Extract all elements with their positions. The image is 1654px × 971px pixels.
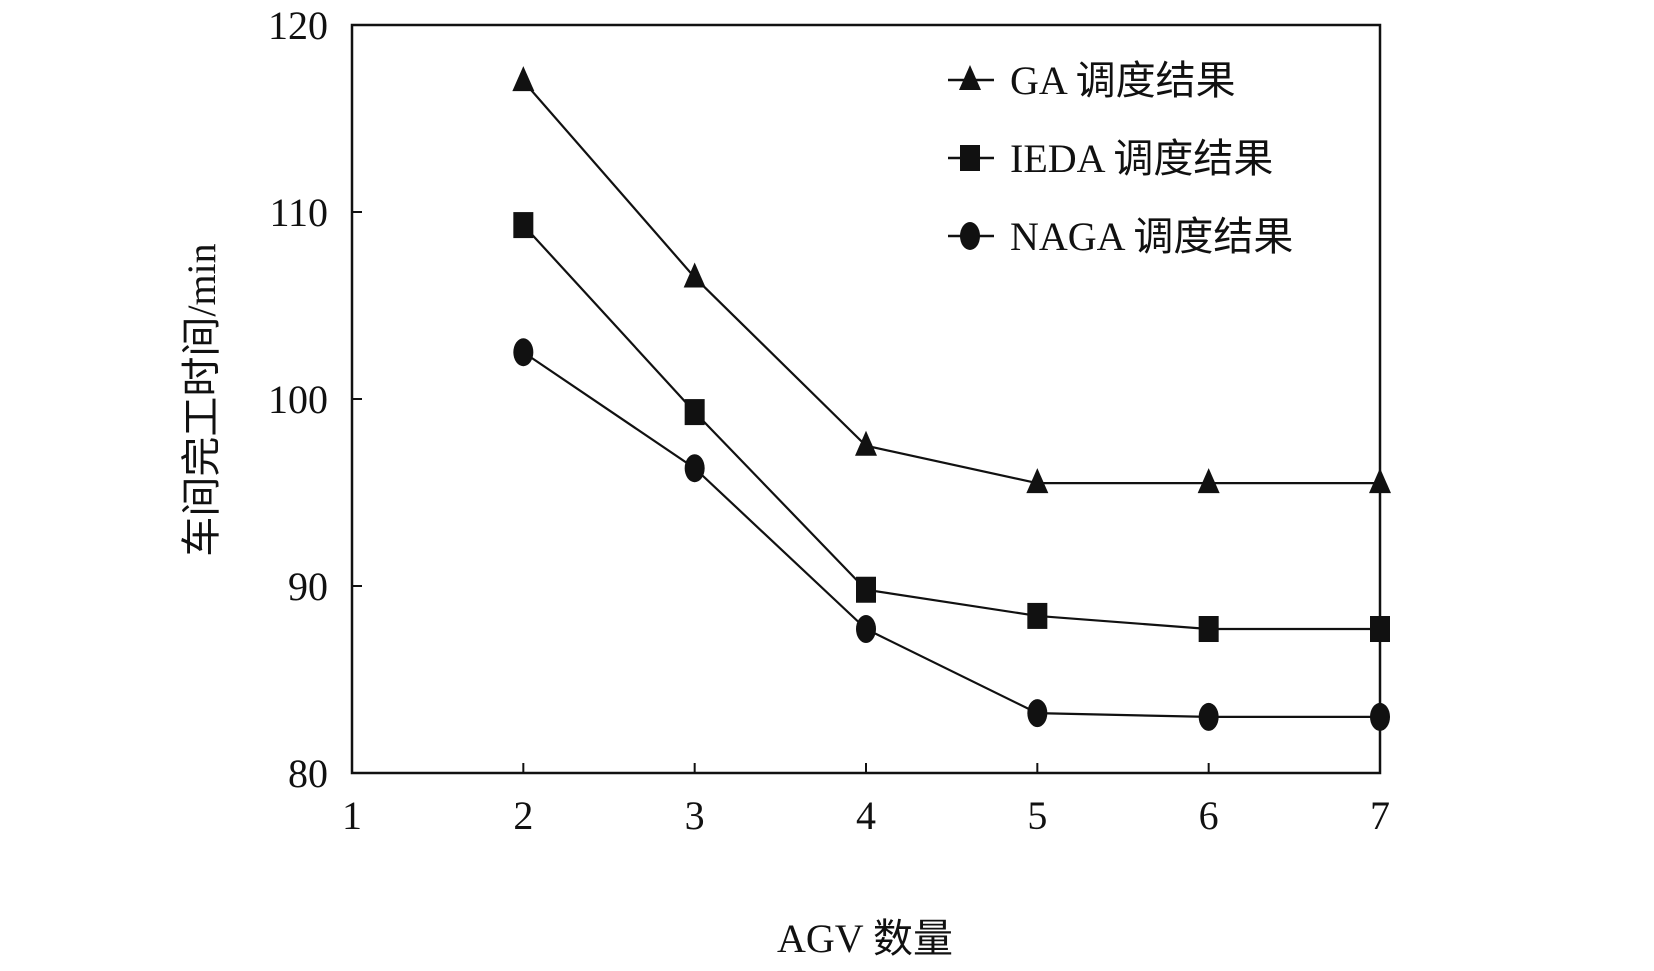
legend-marker-circle: [960, 222, 980, 250]
data-point-triangle: [683, 262, 706, 288]
data-point-square: [513, 212, 534, 239]
data-point-triangle: [512, 66, 535, 92]
y-tick-label: 120: [268, 3, 328, 48]
x-tick-label: 1: [342, 793, 362, 838]
x-tick-label: 5: [1027, 793, 1047, 838]
y-tick-label: 110: [269, 190, 328, 235]
data-point-circle: [513, 338, 534, 367]
series-markers: [512, 66, 1391, 731]
x-tick-label: 3: [685, 793, 705, 838]
data-point-circle: [684, 454, 705, 483]
y-axis-title: 车间完工时间/min: [179, 243, 224, 556]
data-point-square: [1198, 616, 1219, 643]
data-point-circle: [1370, 702, 1390, 731]
x-tick-label: 7: [1370, 793, 1390, 838]
x-axis-title: AGV 数量: [777, 916, 953, 961]
data-point-square: [684, 399, 705, 426]
series-line-circle: [522, 351, 1380, 719]
legend-marker-square: [960, 145, 980, 171]
data-point-triangle: [1197, 468, 1220, 494]
series-line-square: [522, 224, 1380, 631]
legend-label: GA 调度结果: [1010, 58, 1236, 103]
y-tick-label: 100: [268, 377, 328, 422]
data-point-triangle: [855, 430, 877, 456]
data-point-square: [1370, 616, 1390, 643]
data-point-triangle: [1369, 468, 1391, 494]
data-point-circle: [1198, 702, 1219, 731]
legend: GA 调度结果 IEDA 调度结果 NAGA 调度结果: [948, 58, 1293, 259]
legend-marker-triangle: [959, 65, 981, 90]
data-point-circle: [1027, 699, 1048, 728]
y-tick-label: 80: [288, 751, 328, 796]
x-tick-label: 2: [513, 793, 533, 838]
data-point-triangle: [1026, 468, 1049, 494]
series-lines: [522, 80, 1380, 719]
series-line-triangle: [522, 80, 1380, 485]
legend-label: NAGA 调度结果: [1010, 214, 1293, 259]
data-point-circle: [856, 615, 876, 644]
tick-marks: 1 2 3 4 5 6 7 80 90 100 110 120: [268, 3, 1390, 838]
data-point-square: [856, 576, 876, 603]
x-tick-label: 6: [1199, 793, 1219, 838]
x-tick-label: 4: [856, 793, 876, 838]
legend-label: IEDA 调度结果: [1010, 136, 1273, 181]
y-tick-label: 90: [288, 564, 328, 609]
data-point-square: [1027, 602, 1048, 629]
